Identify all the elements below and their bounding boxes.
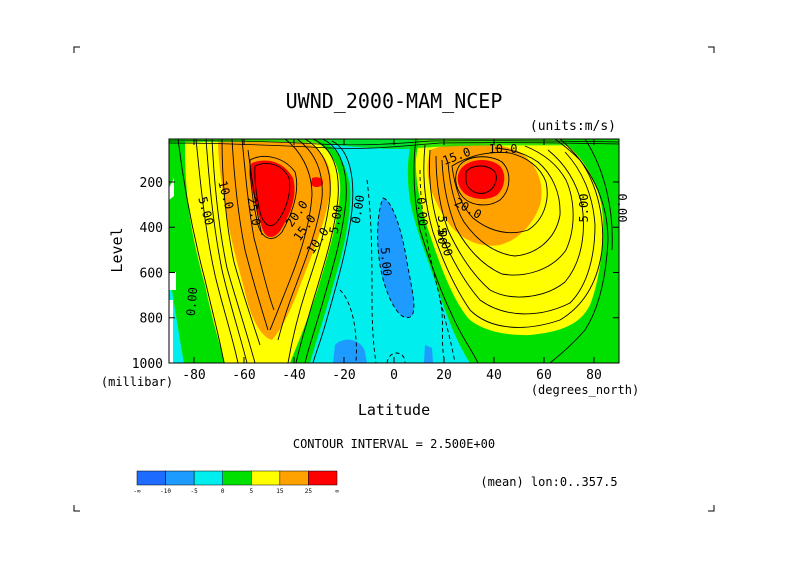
- missing-data: [169, 272, 176, 290]
- contour-label: 0.00: [349, 194, 368, 225]
- colorbar: -∞ -10 -5 0 5 15 25 ∞: [133, 470, 339, 495]
- x-tick-label: -40: [282, 368, 305, 383]
- colorbar-swatch: [222, 470, 252, 486]
- colorbar-swatch: [165, 470, 195, 486]
- contour-label: 0.00: [615, 194, 629, 223]
- missing-data: [169, 300, 173, 363]
- chart-title: UWND_2000-MAM_NCEP: [286, 89, 503, 113]
- colorbar-label: 5: [249, 488, 253, 495]
- mean-longitude-note: (mean) lon:0..357.5: [480, 475, 617, 489]
- y-tick-label: 600: [140, 266, 163, 281]
- x-tick-label: 60: [536, 368, 552, 383]
- contour-label: 25.0: [245, 196, 264, 227]
- contour-label: 5.00: [378, 247, 394, 277]
- contour-label: 10.0: [489, 142, 518, 156]
- plot-area: [169, 139, 619, 363]
- easterly-band: [424, 345, 433, 363]
- colorbar-label: 25: [305, 488, 313, 495]
- y-axis-units: (millibar): [101, 375, 173, 389]
- colorbar-swatch: [251, 470, 281, 486]
- southern-jet-core: [249, 160, 295, 237]
- x-tick-label: 80: [586, 368, 602, 383]
- contour-lines: [177, 139, 354, 363]
- y-tick-label: 800: [140, 312, 163, 327]
- x-tick-label: 20: [436, 368, 452, 383]
- y-tick-label: 200: [140, 176, 163, 191]
- southern-orange: [218, 139, 331, 340]
- easterly-band: [377, 198, 414, 318]
- colorbar-label: -10: [160, 488, 171, 495]
- x-axis-units: (degrees_north): [531, 383, 639, 397]
- contour-label: 0.00: [184, 287, 200, 317]
- colorbar-label: 0: [221, 488, 225, 495]
- corner-marks: [73, 46, 715, 512]
- colorbar-swatch: [279, 470, 309, 486]
- units-label: (units:m/s): [530, 119, 616, 134]
- colorbar-label: ∞: [335, 488, 339, 495]
- colorbar-swatch: [136, 470, 166, 486]
- x-tick-label: 40: [486, 368, 502, 383]
- southern-jet-core: [311, 177, 324, 187]
- contour-lines: [413, 139, 613, 363]
- easterly-band: [333, 339, 367, 363]
- y-tick-label: 1000: [132, 357, 163, 372]
- x-tick-label: -20: [332, 368, 355, 383]
- colorbar-swatch: [308, 470, 338, 486]
- colorbar-label: -5: [191, 488, 199, 495]
- y-axis-title: Level: [108, 227, 126, 272]
- x-tick-label: 0: [390, 368, 398, 383]
- x-tick-label: -80: [182, 368, 205, 383]
- x-tick-label: -60: [232, 368, 255, 383]
- missing-data: [169, 178, 174, 200]
- contour-label: 5.00: [327, 204, 346, 235]
- contour-label: 5.00: [435, 216, 449, 245]
- colorbar-label: -∞: [133, 488, 141, 495]
- x-axis: -80 -60 -40 -20 0 20 40 60 80: [182, 139, 602, 383]
- colorbar-label: 15: [276, 488, 284, 495]
- stratosphere-contours: [169, 140, 619, 149]
- contour-interval: CONTOUR INTERVAL = 2.500E+00: [293, 437, 495, 451]
- y-tick-label: 400: [140, 221, 163, 236]
- contour-label: 0.00: [414, 197, 430, 227]
- x-axis-title: Latitude: [358, 401, 430, 419]
- contour-label: 5.00: [577, 194, 591, 223]
- colorbar-swatch: [193, 470, 223, 486]
- y-axis: 200 400 600 800 1000: [132, 176, 619, 372]
